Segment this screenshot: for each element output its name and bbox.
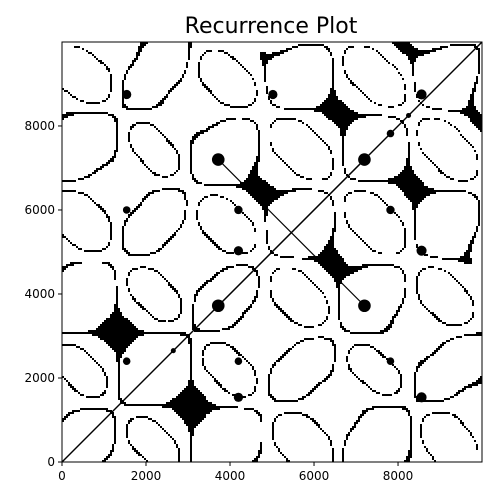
y-tick-label: 2000 [24,371,55,385]
x-axis: 0 2000 4000 6000 8000 [58,462,413,483]
x-tick-label: 4000 [215,469,246,483]
recurrence-blob [416,245,427,256]
recurrence-blob [233,246,244,256]
y-axis: 0 2000 4000 6000 8000 [24,119,62,469]
recurrence-blob [416,89,427,100]
plot-frame [61,41,483,463]
recurrence-blob [122,206,131,214]
recurrence-blob [386,129,395,138]
recurrence-blob [268,89,278,100]
y-tick-label: 8000 [24,119,55,133]
recurrence-blob [416,392,427,403]
y-tick-label: 0 [47,455,55,469]
recurrence-blob [234,357,243,365]
recurrence-blob [122,89,132,100]
chart-title: Recurrence Plot [185,14,358,39]
x-tick-label: 8000 [383,469,414,483]
recurrence-blob [234,205,243,215]
x-tick-label: 2000 [131,469,162,483]
recurrence-blob [358,299,371,313]
y-tick-label: 4000 [24,287,55,301]
recurrence-blob [233,392,244,402]
x-tick-label: 0 [58,469,66,483]
recurrence-blob [386,205,395,215]
x-tick-label: 6000 [299,469,330,483]
recurrence-blob [211,153,225,166]
recurrence-blob [406,112,412,118]
recurrence-blob [386,357,395,365]
cross-diagonal-segment [217,159,365,307]
plot-content [62,42,482,462]
recurrence-blob [170,348,176,354]
recurrence-blob [122,357,131,365]
recurrence-blob [211,299,225,313]
recurrence-blob [358,153,371,166]
y-tick-label: 6000 [24,203,55,217]
